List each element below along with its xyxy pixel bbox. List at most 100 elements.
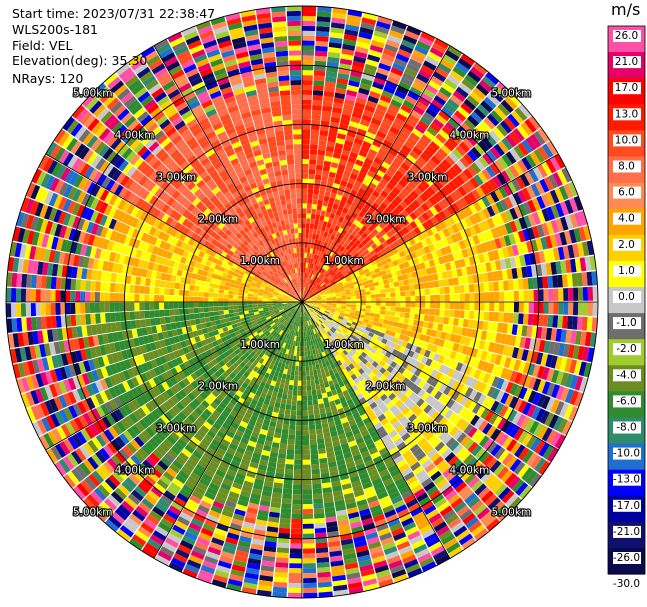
velocity-gate bbox=[306, 203, 312, 209]
velocity-gate bbox=[319, 383, 325, 389]
velocity-gate bbox=[385, 80, 398, 90]
velocity-gate bbox=[378, 99, 390, 108]
velocity-gate bbox=[302, 484, 312, 490]
velocity-gate bbox=[311, 109, 322, 116]
velocity-gate bbox=[383, 279, 389, 285]
velocity-gate bbox=[364, 174, 373, 183]
velocity-gate bbox=[312, 248, 316, 255]
velocity-gate bbox=[410, 307, 416, 314]
velocity-gate bbox=[390, 99, 402, 109]
velocity-gate bbox=[341, 149, 351, 157]
velocity-gate bbox=[284, 468, 294, 475]
velocity-gate bbox=[312, 233, 317, 240]
velocity-gate bbox=[573, 287, 579, 301]
velocity-gate bbox=[498, 280, 504, 291]
velocity-gate bbox=[443, 317, 450, 325]
velocity-gate bbox=[312, 100, 323, 106]
velocity-gate bbox=[314, 219, 320, 225]
velocity-gate bbox=[372, 35, 387, 44]
velocity-gate bbox=[428, 281, 435, 289]
velocity-gate bbox=[408, 319, 415, 326]
velocity-gate bbox=[320, 241, 325, 247]
velocity-gate bbox=[342, 218, 349, 225]
velocity-gate bbox=[365, 308, 371, 313]
velocity-gate bbox=[328, 238, 334, 245]
velocity-gate bbox=[302, 124, 311, 130]
velocity-gate bbox=[361, 302, 367, 306]
velocity-gate bbox=[363, 136, 374, 144]
velocity-gate bbox=[309, 434, 317, 440]
velocity-gate bbox=[527, 313, 534, 326]
velocity-gate bbox=[305, 365, 310, 371]
velocity-gate bbox=[305, 360, 309, 366]
velocity-gate bbox=[290, 528, 302, 534]
velocity-gate bbox=[302, 341, 305, 347]
velocity-gate bbox=[390, 306, 396, 312]
velocity-gate bbox=[341, 175, 350, 183]
velocity-gate bbox=[306, 208, 312, 214]
velocity-gate bbox=[306, 283, 309, 289]
velocity-gate bbox=[355, 292, 361, 297]
velocity-gate bbox=[459, 293, 465, 302]
velocity-gate bbox=[314, 60, 327, 67]
velocity-gate bbox=[384, 310, 391, 316]
velocity-gate bbox=[302, 479, 312, 485]
velocity-gate bbox=[309, 164, 316, 170]
velocity-gate bbox=[302, 89, 313, 95]
velocity-gate bbox=[384, 315, 390, 321]
velocity-gate bbox=[547, 314, 554, 328]
velocity-gate bbox=[378, 126, 389, 135]
velocity-gate bbox=[284, 379, 290, 385]
velocity-gate bbox=[398, 81, 411, 91]
velocity-gate bbox=[345, 24, 360, 32]
velocity-gate bbox=[358, 87, 370, 96]
velocity-gate bbox=[314, 174, 322, 181]
velocity-gate bbox=[493, 281, 499, 292]
velocity-gate bbox=[336, 77, 349, 85]
velocity-gate bbox=[330, 116, 341, 124]
velocity-gate bbox=[356, 298, 362, 302]
velocity-gate bbox=[302, 375, 307, 381]
velocity-gate bbox=[291, 513, 302, 520]
velocity-gate bbox=[316, 557, 330, 563]
velocity-gate bbox=[303, 292, 305, 298]
velocity-gate bbox=[334, 92, 346, 100]
velocity-gate bbox=[362, 162, 371, 170]
velocity-gate bbox=[484, 302, 490, 311]
velocity-gate bbox=[399, 312, 405, 318]
velocity-gate bbox=[375, 289, 381, 294]
velocity-gate bbox=[315, 547, 329, 554]
velocity-gate bbox=[387, 34, 402, 44]
velocity-gate bbox=[313, 498, 324, 504]
velocity-gate bbox=[420, 295, 426, 302]
velocity-gate bbox=[397, 48, 412, 59]
velocity-gate bbox=[508, 290, 515, 302]
velocity-gate bbox=[302, 469, 311, 475]
velocity-gate bbox=[388, 315, 395, 322]
velocity-gate bbox=[316, 16, 331, 23]
velocity-gate bbox=[295, 365, 299, 371]
velocity-gate bbox=[308, 253, 313, 259]
velocity-gate bbox=[302, 400, 308, 406]
velocity-gate bbox=[315, 209, 322, 216]
velocity-gate bbox=[290, 538, 302, 544]
velocity-gate bbox=[454, 310, 460, 318]
velocity-gate bbox=[320, 180, 328, 187]
velocity-gate bbox=[369, 165, 378, 174]
velocity-gate bbox=[305, 287, 308, 293]
velocity-gate bbox=[302, 464, 311, 470]
velocity-gate bbox=[342, 207, 349, 214]
velocity-gate bbox=[310, 279, 314, 285]
velocity-gate bbox=[314, 65, 326, 72]
velocity-gate bbox=[353, 137, 364, 146]
velocity-gate bbox=[318, 235, 324, 241]
velocity-gate bbox=[439, 309, 445, 317]
velocity-gate bbox=[317, 224, 323, 231]
velocity-gate bbox=[333, 178, 342, 185]
velocity-gate bbox=[302, 405, 308, 411]
velocity-gate bbox=[315, 214, 321, 220]
velocity-gate bbox=[302, 134, 311, 140]
velocity-gate bbox=[307, 400, 313, 406]
velocity-gate bbox=[302, 439, 310, 446]
velocity-gate bbox=[467, 319, 474, 329]
